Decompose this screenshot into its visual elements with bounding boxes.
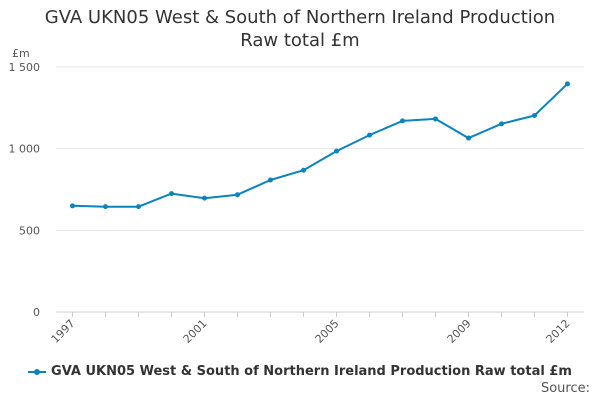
data-point[interactable]	[367, 132, 372, 138]
data-point[interactable]	[103, 204, 108, 210]
data-point[interactable]	[268, 177, 273, 183]
y-tick-label: 1 000	[9, 143, 41, 156]
x-tick-label: 2009	[445, 317, 474, 346]
chart-title-line-1: GVA UKN05 West & South of Northern Irela…	[44, 7, 556, 28]
y-axis-label: £m	[12, 47, 30, 60]
data-point[interactable]	[433, 116, 438, 122]
x-tick-label: 2001	[181, 317, 210, 346]
legend-item[interactable]: GVA UKN05 West & South of Northern Irela…	[28, 364, 572, 379]
data-point[interactable]	[136, 204, 141, 210]
data-point[interactable]	[235, 192, 240, 198]
series-line	[72, 83, 569, 208]
legend-label: GVA UKN05 West & South of Northern Irela…	[51, 364, 572, 379]
data-point[interactable]	[565, 81, 570, 87]
series-layer	[70, 81, 570, 210]
x-tick-label: 2012	[544, 317, 573, 346]
legend[interactable]: GVA UKN05 West & South of Northern Irela…	[0, 364, 600, 381]
data-point[interactable]	[169, 191, 174, 197]
data-point[interactable]	[202, 195, 207, 201]
x-tick-label: 1997	[49, 317, 78, 346]
data-point[interactable]	[301, 167, 306, 173]
axes: 0 500 1 000 1 500 1997 2001 2005 2009 2012	[9, 61, 584, 346]
chart-title-line-2: Raw total £m	[240, 30, 360, 51]
y-tick-label: 500	[19, 224, 40, 237]
data-point[interactable]	[70, 203, 75, 209]
y-tick-label: 1 500	[9, 61, 41, 74]
source-label: Source:	[540, 381, 590, 396]
data-point[interactable]	[532, 113, 537, 119]
data-point[interactable]	[334, 148, 339, 154]
grid-lines	[56, 66, 584, 231]
x-tick-label: 2005	[313, 317, 342, 346]
chart-title: GVA UKN05 West & South of Northern Irela…	[0, 6, 600, 52]
legend-line-marker-icon	[28, 367, 47, 377]
data-point[interactable]	[499, 121, 504, 127]
data-point[interactable]	[400, 118, 405, 124]
data-point[interactable]	[466, 135, 471, 141]
y-tick-label: 0	[33, 306, 40, 319]
